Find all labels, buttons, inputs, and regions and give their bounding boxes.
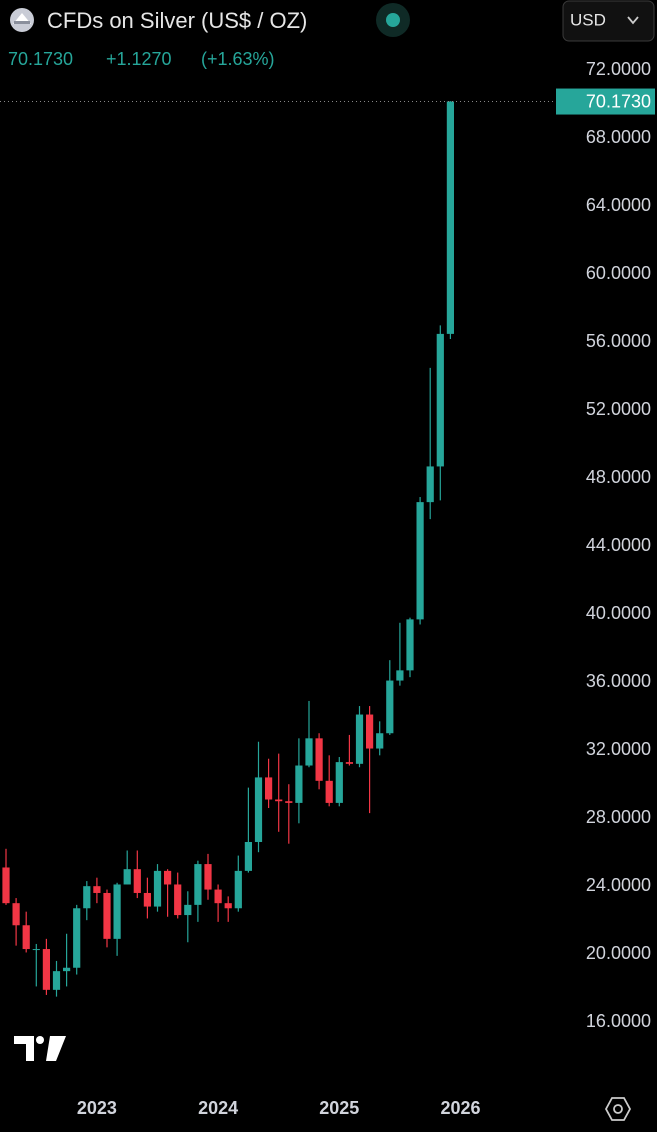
y-tick-label: 40.0000 (586, 603, 651, 623)
y-tick-label: 24.0000 (586, 875, 651, 895)
candle-body (325, 780, 333, 803)
market-status[interactable] (376, 3, 410, 37)
candle-body (345, 762, 353, 764)
candle-body (52, 971, 61, 990)
candle-body (315, 738, 323, 781)
y-tick-label: 48.0000 (586, 467, 651, 487)
candle-body (83, 886, 91, 909)
y-tick-label: 68.0000 (586, 127, 651, 147)
y-tick-label: 16.0000 (586, 1011, 651, 1031)
candle-body (174, 884, 182, 916)
candle-body (366, 714, 374, 749)
candle-body (285, 801, 293, 803)
candle-body (254, 777, 263, 842)
x-tick-label: 2026 (440, 1098, 480, 1118)
y-tick-label: 44.0000 (586, 535, 651, 555)
candle-body (42, 949, 50, 990)
tradingview-logo (14, 1036, 66, 1061)
settings-button[interactable] (604, 1097, 632, 1121)
candle-body (32, 949, 40, 951)
candle-body (265, 777, 273, 800)
candle-body (22, 925, 30, 950)
candle-body (113, 884, 121, 939)
x-tick-label: 2023 (77, 1098, 117, 1118)
candle-body (63, 967, 71, 972)
candle-body (295, 765, 303, 803)
candle-body (123, 869, 131, 885)
symbol-icon (10, 8, 34, 32)
candle-body (386, 680, 394, 734)
candle-body (406, 619, 414, 671)
candle-body (416, 502, 424, 620)
price-change: +1.1270 (106, 49, 172, 69)
candle-body (164, 870, 172, 885)
candle-body (224, 903, 232, 909)
candle-body (133, 869, 141, 893)
candle-body (335, 762, 343, 803)
candle-body (214, 889, 222, 904)
candle-body (396, 670, 404, 681)
dropdown-arrow (627, 16, 639, 25)
candle-body (93, 886, 101, 893)
plot-area: 16.0000 20.0000 24.0000 28.0000 32.0000 36.00… (0, 59, 655, 1118)
symbol-title: CFDs on Silver (US$ / OZ) (47, 8, 307, 33)
candle-body (355, 714, 364, 764)
candle-body (103, 892, 111, 939)
candle-body (234, 870, 242, 909)
candle-body (446, 101, 454, 334)
y-tick-label: 56.0000 (586, 331, 651, 351)
price-change-pct: (+1.63%) (201, 49, 275, 69)
candle-body (153, 870, 162, 907)
candle-body (73, 908, 81, 968)
currency-select[interactable]: USD (562, 0, 655, 42)
x-tick-label: 2025 (319, 1098, 359, 1118)
y-tick-label: 20.0000 (586, 943, 651, 963)
candle-body (204, 864, 212, 890)
candle-body (2, 867, 10, 904)
candle-body (426, 466, 434, 503)
y-tick-label: 36.0000 (586, 671, 651, 691)
candle-body (194, 864, 202, 905)
y-tick-label: 72.0000 (586, 59, 651, 79)
price: 70.1730 (8, 49, 73, 69)
y-tick-label: 28.0000 (586, 807, 651, 827)
candle-body (376, 733, 384, 749)
x-tick-label: 2024 (198, 1098, 238, 1118)
candle-body (305, 738, 313, 766)
last-price-tag (556, 88, 655, 115)
y-tick-label: 52.0000 (586, 399, 651, 419)
y-tick-label: 60.0000 (586, 263, 651, 283)
y-tick-label: 32.0000 (586, 739, 651, 759)
y-tick-label: 64.0000 (586, 195, 651, 215)
candle-body (143, 892, 151, 907)
candle-body (244, 841, 252, 871)
currency-label: USD (570, 10, 606, 29)
candle-body (436, 333, 444, 467)
candle-body (275, 799, 283, 802)
candle-body (184, 904, 192, 916)
last-price-label: 70.1730 (586, 91, 651, 111)
candle-body (12, 903, 20, 926)
